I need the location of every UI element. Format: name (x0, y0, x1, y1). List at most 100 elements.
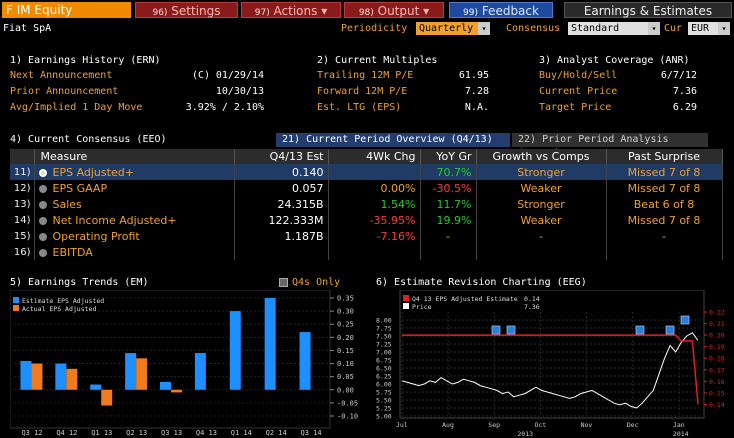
actions-hotkey: 97) (254, 8, 270, 18)
periodicity-dropdown-icon[interactable]: ▾ (478, 22, 490, 35)
col-header-est[interactable]: Q4/13 Est (234, 149, 329, 164)
consensus-select[interactable]: Standard (568, 22, 648, 35)
y-tick-label: 0.15 (337, 347, 354, 355)
y-tick-label: -0.10 (337, 413, 358, 421)
y-tick-label: 0.25 (337, 321, 354, 329)
actual-bar (101, 389, 113, 406)
legend-estimate-label: Q4 13 EPS Adjusted Estimate (412, 295, 518, 303)
settings-button[interactable]: 96) Settings (135, 2, 238, 18)
consensus-dropdown-icon[interactable]: ▾ (648, 22, 660, 35)
earnings-history-title[interactable]: 1) Earnings History (ERN) (10, 55, 161, 66)
col-header-surprise[interactable]: Past Surprise (606, 149, 723, 164)
next-announcement-row: Next Announcement (C) 01/29/14 (10, 70, 270, 81)
est-cell: 24.315B (234, 196, 329, 212)
estimate-bar (55, 363, 67, 390)
current-consensus-title[interactable]: 4) Current Consensus (EEO) (10, 134, 167, 145)
y-tick-label: 0.05 (337, 373, 354, 381)
legend-actual-label: Actual EPS Adjusted (22, 305, 96, 313)
row-number: 12) (10, 180, 35, 196)
q4s-only-checkbox[interactable] (279, 278, 288, 287)
analyst-coverage-title[interactable]: 3) Analyst Coverage (ANR) (539, 55, 690, 66)
row-number: 15) (10, 228, 35, 244)
measure-cell: Operating Profit (34, 228, 235, 244)
radio-selected-icon[interactable] (38, 168, 47, 177)
table-row[interactable]: 16) EBITDA (10, 244, 723, 260)
radio-icon[interactable] (38, 200, 47, 209)
radio-icon[interactable] (38, 184, 47, 193)
actual-bar (136, 358, 148, 390)
revision-x-axis: Jul Aug Sep Oct Nov Dec Jan 2013 2014 (396, 421, 689, 438)
currency-label: Cur (664, 23, 683, 34)
legend-price-label: Price (412, 303, 432, 311)
radio-icon[interactable] (38, 232, 47, 241)
next-announcement-value: 01/29/14 (215, 70, 264, 81)
surprise-cell (606, 244, 723, 260)
col-header-yoy[interactable]: YoY Gr (420, 149, 477, 164)
yoy-cell (420, 244, 477, 260)
surprise-cell: Missed 7 of 8 (606, 180, 723, 196)
col-header-comps[interactable]: Growth vs Comps (476, 149, 607, 164)
yoy-cell: 70.7% (420, 164, 477, 180)
measure-label: EPS Adjusted+ (52, 165, 134, 179)
buy-hold-sell-value: 6/7/12 (660, 70, 697, 81)
table-row[interactable]: 13) Sales 24.315B 1.54% 11.7% Stronger B… (10, 196, 723, 212)
left-tick-label: 7.75 (376, 325, 392, 333)
est-cell: 1.187B (234, 228, 329, 244)
estimate-line (402, 334, 699, 405)
right-tick-label: 0.21 (709, 320, 725, 328)
ltg-value: N.A. (464, 102, 489, 113)
legend-estimate-swatch (13, 297, 19, 303)
y-tick-label: 0.20 (337, 334, 354, 342)
tab-current-period[interactable]: 21) Current Period Overview (Q4/13) (276, 133, 510, 147)
earnings-trends-legend: Estimate EPS Adjusted Actual EPS Adjuste… (13, 297, 104, 313)
estimate-revision-title[interactable]: 6) Estimate Revision Charting (EEG) (376, 277, 587, 288)
left-tick-label: 6.75 (376, 357, 392, 365)
current-multiples-title[interactable]: 2) Current Multiples (317, 55, 438, 66)
actions-button[interactable]: 97) Actions ▾ (241, 2, 341, 18)
output-hotkey: 98) (358, 8, 374, 18)
estimate-bar (160, 381, 171, 390)
comps-cell: Weaker (476, 180, 607, 196)
measure-cell: Sales (34, 196, 235, 212)
left-tick-label: 5.75 (376, 389, 392, 397)
radio-icon[interactable] (38, 248, 47, 257)
tab-prior-period[interactable]: 22) Prior Period Analysis (Q3/13) (512, 133, 708, 159)
right-tick-label: 0.14 (709, 401, 725, 409)
earnings-trends-bars (20, 298, 311, 406)
col-header-chg[interactable]: 4Wk Chg (328, 149, 421, 164)
x-tick-label: Q4 12 (56, 429, 77, 437)
table-row[interactable]: 15) Operating Profit 1.187B -7.16% - - - (10, 228, 723, 244)
x-year-label: 2014 (673, 430, 689, 438)
row-number: 11) (10, 164, 35, 180)
output-button[interactable]: 98) Output ▾ (344, 2, 444, 18)
prior-announcement-row: Prior Announcement 10/30/13 (10, 86, 270, 97)
ticker-input[interactable]: F IM Equity (2, 2, 131, 18)
revision-event-markers (491, 315, 690, 335)
estimate-bar (194, 353, 206, 390)
earnings-trends-title[interactable]: 5) Earnings Trends (EM) (10, 277, 149, 288)
ltg-row: Est. LTG (EPS) N.A. (317, 102, 489, 113)
left-tick-label: 5.50 (376, 397, 392, 405)
x-tick-label: Jan (673, 421, 685, 429)
surprise-cell: Missed 7 of 8 (606, 164, 723, 180)
left-tick-label: 7.50 (376, 333, 392, 341)
feedback-label: Feedback (481, 4, 539, 18)
radio-icon[interactable] (38, 216, 47, 225)
table-header-row: Measure Q4/13 Est 4Wk Chg YoY Gr Growth … (10, 149, 723, 164)
feedback-button[interactable]: 99) Feedback (449, 2, 553, 18)
periodicity-select[interactable]: Quarterly (416, 22, 478, 35)
revision-lines (401, 332, 699, 409)
table-row[interactable]: 11) EPS Adjusted+ 0.140 70.7% Stronger M… (10, 164, 723, 180)
currency-dropdown-icon[interactable]: ▾ (718, 22, 730, 35)
currency-select[interactable]: EUR (688, 22, 718, 35)
table-row[interactable]: 14) Net Income Adjusted+ 122.333M -35.95… (10, 212, 723, 228)
col-header-measure[interactable]: Measure (34, 149, 235, 164)
forward-pe-row: Forward 12M P/E 7.28 (317, 86, 489, 97)
avg-move-label: Avg/Implied 1 Day Move (10, 102, 143, 113)
next-announcement-label: Next Announcement (10, 70, 113, 81)
event-marker-icon (665, 325, 675, 335)
table-row[interactable]: 12) EPS GAAP 0.057 0.00% -30.5% Weaker M… (10, 180, 723, 196)
right-tick-label: 0.18 (709, 355, 725, 363)
row-number: 14) (10, 212, 35, 228)
x-tick-label: Oct (534, 421, 546, 429)
